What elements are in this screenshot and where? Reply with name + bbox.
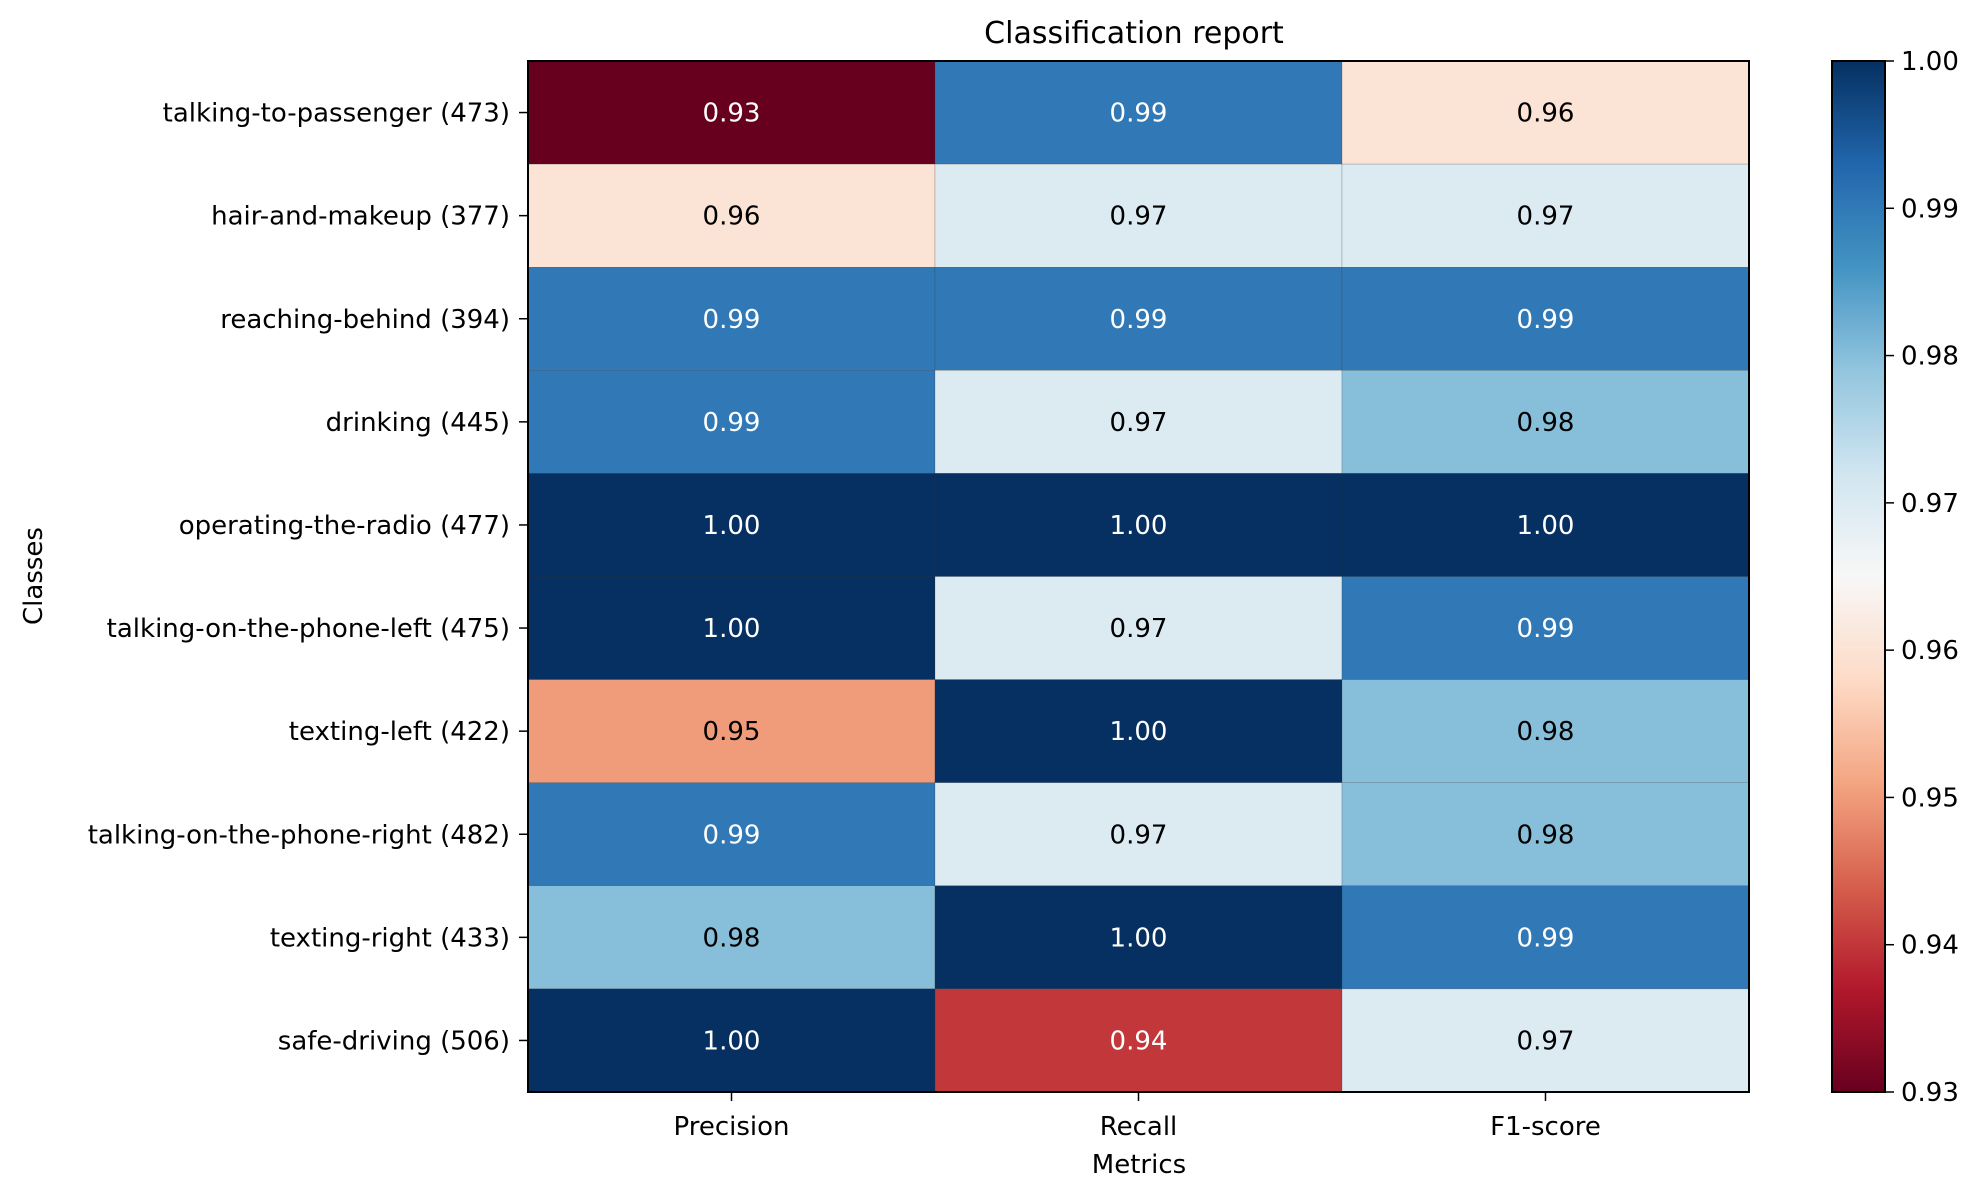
y-tick-label-safe-driving: safe-driving (506) [278, 1026, 510, 1056]
heatmap-cell-operating-the-radio-precision [527, 473, 936, 577]
y-tick-label-drinking: drinking (445) [326, 408, 510, 438]
heatmap-cell-hair-and-makeup-precision [527, 163, 936, 268]
heatmap-cell-hair-and-makeup-recall [934, 163, 1343, 268]
y-axis-ticks: talking-to-passenger (473) hair-and-makeu… [88, 99, 528, 1056]
cell-value-talking-to-passenger-f1-score: 0.96 [1517, 99, 1575, 129]
cell-value-texting-right-precision: 0.98 [703, 923, 761, 953]
cell-value-safe-driving-recall: 0.94 [1110, 1026, 1168, 1056]
colorbar-tick-label: 0.99 [1901, 194, 1959, 224]
cell-value-operating-the-radio-precision: 1.00 [703, 511, 761, 541]
y-tick-label-texting-left: texting-left (422) [289, 717, 510, 747]
y-tick-label-operating-the-radio: operating-the-radio (477) [179, 511, 510, 541]
heatmap-cell-drinking-precision [527, 370, 936, 474]
y-axis-label: Classes [19, 527, 49, 625]
x-tick-label-f1-score: F1-score [1490, 1112, 1601, 1142]
heatmap-cell-talking-on-the-phone-right-precision [527, 782, 936, 887]
cell-value-texting-left-recall: 1.00 [1110, 717, 1168, 747]
y-tick-label-talking-to-passenger: talking-to-passenger (473) [163, 99, 510, 129]
heatmap-cell-talking-to-passenger-recall [934, 60, 1343, 165]
y-tick-label-talking-on-the-phone-left: talking-on-the-phone-left (475) [107, 614, 510, 644]
heatmap-cell-operating-the-radio-recall [934, 473, 1343, 577]
y-tick-label-texting-right: texting-right (433) [270, 923, 510, 953]
colorbar-tick-label: 0.98 [1901, 342, 1959, 372]
cell-value-texting-right-recall: 1.00 [1110, 923, 1168, 953]
heatmap-cell-safe-driving-precision [527, 988, 936, 1093]
heatmap-cell-texting-left-recall [934, 679, 1343, 783]
heatmap-cell-hair-and-makeup-f1-score [1341, 163, 1750, 268]
cell-value-talking-on-the-phone-left-recall: 0.97 [1110, 614, 1168, 644]
colorbar-tick-label: 0.95 [1901, 783, 1959, 813]
chart-title: Classification report [984, 16, 1284, 51]
heatmap-cell-texting-right-recall [934, 885, 1343, 990]
colorbar [1831, 60, 1886, 1093]
cell-value-talking-to-passenger-precision: 0.93 [703, 99, 761, 129]
heatmap-cell-reaching-behind-precision [527, 267, 936, 371]
y-tick-label-talking-on-the-phone-right: talking-on-the-phone-right (482) [88, 820, 510, 850]
cell-value-talking-to-passenger-recall: 0.99 [1110, 99, 1168, 129]
cell-value-texting-left-f1-score: 0.98 [1517, 717, 1575, 747]
heatmap-cell-talking-on-the-phone-right-recall [934, 782, 1343, 887]
x-tick-label-recall: Recall [1100, 1112, 1178, 1142]
heatmap-cell-texting-left-f1-score [1341, 679, 1750, 783]
heatmap-cell-labels: 0.93 0.99 0.96 0.96 0.97 0.97 0.99 0.99 0.99 0.99… [703, 99, 1575, 1057]
cell-value-hair-and-makeup-f1-score: 0.97 [1517, 202, 1575, 232]
cell-value-talking-on-the-phone-left-f1-score: 0.99 [1517, 614, 1575, 644]
heatmap-cell-texting-left-precision [527, 679, 936, 783]
y-tick-label-reaching-behind: reaching-behind (394) [220, 305, 510, 335]
y-tick-label-hair-and-makeup: hair-and-makeup (377) [211, 202, 510, 232]
cell-value-drinking-f1-score: 0.98 [1517, 408, 1575, 438]
heatmap-cell-safe-driving-f1-score [1341, 988, 1750, 1093]
colorbar-tick-label: 0.97 [1901, 489, 1959, 519]
colorbar-tick-label: 0.93 [1901, 1078, 1959, 1108]
cell-value-hair-and-makeup-precision: 0.96 [703, 202, 761, 232]
heatmap-cell-texting-right-f1-score [1341, 885, 1750, 990]
cell-value-reaching-behind-f1-score: 0.99 [1517, 305, 1575, 335]
heatmap-cell-texting-right-precision [527, 885, 936, 990]
cell-value-talking-on-the-phone-right-precision: 0.99 [703, 820, 761, 850]
heatmap-cell-safe-driving-recall [934, 988, 1343, 1093]
cell-value-operating-the-radio-f1-score: 1.00 [1517, 511, 1575, 541]
cell-value-hair-and-makeup-recall: 0.97 [1110, 202, 1168, 232]
heatmap-cell-talking-on-the-phone-left-precision [527, 576, 936, 680]
heatmap-cell-reaching-behind-recall [934, 267, 1343, 371]
heatmap-cell-talking-to-passenger-precision [527, 60, 936, 165]
heatmap-cell-drinking-f1-score [1341, 370, 1750, 474]
cell-value-drinking-precision: 0.99 [703, 408, 761, 438]
cell-value-operating-the-radio-recall: 1.00 [1110, 511, 1168, 541]
heatmap-cells [527, 60, 1750, 1093]
cell-value-safe-driving-f1-score: 0.97 [1517, 1026, 1575, 1056]
heatmap-cell-operating-the-radio-f1-score [1341, 473, 1750, 577]
cell-value-reaching-behind-precision: 0.99 [703, 305, 761, 335]
heatmap-cell-talking-on-the-phone-left-recall [934, 576, 1343, 680]
cell-value-safe-driving-precision: 1.00 [703, 1026, 761, 1056]
colorbar-tick-label: 0.94 [1901, 931, 1959, 961]
colorbar-tick-label: 0.96 [1901, 636, 1959, 666]
cell-value-texting-left-precision: 0.95 [703, 717, 761, 747]
heatmap-cell-talking-on-the-phone-left-f1-score [1341, 576, 1750, 680]
colorbar-tick-label: 1.00 [1901, 47, 1959, 77]
x-axis-ticks: Precision Recall F1-score [673, 1092, 1601, 1142]
cell-value-texting-right-f1-score: 0.99 [1517, 923, 1575, 953]
cell-value-talking-on-the-phone-right-recall: 0.97 [1110, 820, 1168, 850]
x-tick-label-precision: Precision [673, 1112, 789, 1142]
x-axis-label: Metrics [1092, 1150, 1186, 1180]
cell-value-talking-on-the-phone-left-precision: 1.00 [703, 614, 761, 644]
colorbar-ticks: 0.93 0.94 0.95 0.96 0.97 0.98 0.99 1.00 [1885, 47, 1959, 1108]
cell-value-drinking-recall: 0.97 [1110, 408, 1168, 438]
cell-value-talking-on-the-phone-right-f1-score: 0.98 [1517, 820, 1575, 850]
cell-value-reaching-behind-recall: 0.99 [1110, 305, 1168, 335]
